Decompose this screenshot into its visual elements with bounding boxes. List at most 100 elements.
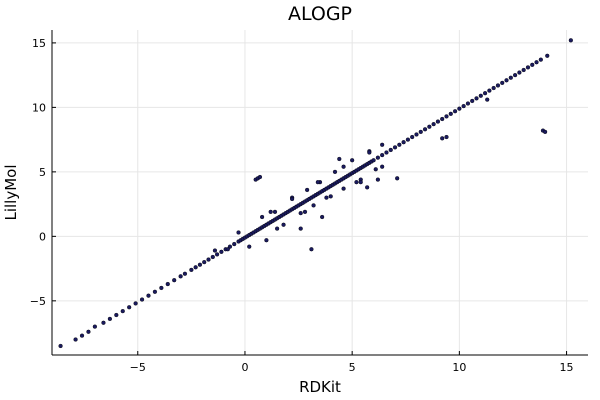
data-point xyxy=(172,278,177,283)
data-point xyxy=(127,305,132,310)
data-point xyxy=(197,262,203,267)
data-point xyxy=(367,150,372,155)
data-point xyxy=(146,293,151,298)
data-point xyxy=(495,83,501,88)
data-point xyxy=(193,265,198,270)
data-point xyxy=(373,167,378,172)
data-point xyxy=(275,226,280,231)
y-tick-label: 0 xyxy=(39,230,46,243)
data-point xyxy=(435,119,441,124)
data-point xyxy=(397,142,402,147)
data-point xyxy=(504,78,509,83)
data-point xyxy=(214,252,220,257)
data-point xyxy=(202,260,207,265)
x-tick-label: 0 xyxy=(241,361,248,374)
data-point xyxy=(341,186,346,191)
data-point xyxy=(79,333,85,338)
data-point xyxy=(513,73,518,78)
data-point xyxy=(517,70,522,75)
data-point xyxy=(178,274,183,279)
data-point xyxy=(380,164,385,169)
data-point xyxy=(375,177,380,182)
data-point xyxy=(461,103,466,109)
data-point xyxy=(414,132,419,137)
data-point xyxy=(431,122,436,127)
x-tick-label: −5 xyxy=(130,361,146,374)
data-point xyxy=(500,80,505,85)
y-tick-label: −5 xyxy=(30,295,46,308)
data-point xyxy=(452,109,458,114)
data-point xyxy=(487,88,492,93)
data-point xyxy=(485,97,490,102)
x-tick-label: 10 xyxy=(452,361,466,374)
data-point xyxy=(139,297,145,302)
data-point xyxy=(290,196,295,202)
data-point xyxy=(272,209,278,214)
data-point xyxy=(444,114,449,119)
data-point xyxy=(232,241,237,247)
data-point xyxy=(384,150,389,155)
data-point xyxy=(219,249,224,254)
data-point xyxy=(309,247,314,252)
data-point xyxy=(264,238,269,243)
data-point xyxy=(92,324,97,329)
data-point xyxy=(538,57,543,62)
data-point xyxy=(210,254,215,260)
data-point xyxy=(543,129,548,134)
data-point xyxy=(354,180,359,185)
data-point xyxy=(332,169,338,174)
data-point xyxy=(521,67,526,73)
data-point xyxy=(328,194,333,199)
data-point xyxy=(371,158,376,163)
x-tick-label: 15 xyxy=(560,361,574,374)
data-point xyxy=(152,289,158,294)
data-point xyxy=(298,211,303,216)
data-point xyxy=(212,248,218,253)
data-point xyxy=(508,75,513,80)
data-points xyxy=(58,38,573,349)
data-point xyxy=(422,127,428,132)
data-point xyxy=(236,230,241,235)
data-point xyxy=(405,137,411,142)
data-point xyxy=(395,176,400,181)
data-point xyxy=(534,60,539,65)
data-point xyxy=(440,116,445,122)
x-tick-label: 5 xyxy=(349,361,356,374)
x-axis-title: RDKit xyxy=(299,378,341,396)
data-point xyxy=(225,247,230,252)
data-point xyxy=(440,136,445,141)
data-point xyxy=(315,180,320,185)
data-point xyxy=(358,180,363,185)
data-point xyxy=(298,226,303,231)
data-point xyxy=(465,101,471,106)
data-point xyxy=(268,209,273,214)
data-point xyxy=(478,93,483,98)
data-point xyxy=(388,147,393,153)
data-point xyxy=(302,209,308,214)
data-point xyxy=(58,343,63,349)
y-axis-title: LillyMol xyxy=(2,164,20,220)
data-point xyxy=(392,145,398,150)
data-point xyxy=(337,156,342,162)
data-point xyxy=(380,152,385,158)
data-point xyxy=(568,38,573,43)
data-point xyxy=(114,312,119,318)
data-point xyxy=(133,301,138,306)
data-point xyxy=(73,337,78,342)
data-point xyxy=(427,124,432,129)
data-point xyxy=(380,142,385,147)
y-tick-label: 10 xyxy=(32,101,46,114)
data-point xyxy=(101,320,106,325)
chart-title: ALOGP xyxy=(288,3,352,25)
data-point xyxy=(474,96,479,101)
data-point xyxy=(257,174,263,180)
data-point xyxy=(410,134,415,140)
data-point xyxy=(365,185,370,190)
data-point xyxy=(350,158,355,163)
data-point xyxy=(482,91,488,96)
data-point xyxy=(530,62,535,67)
y-tick-label: 15 xyxy=(32,37,46,50)
data-point xyxy=(470,98,475,104)
data-point xyxy=(165,281,170,287)
